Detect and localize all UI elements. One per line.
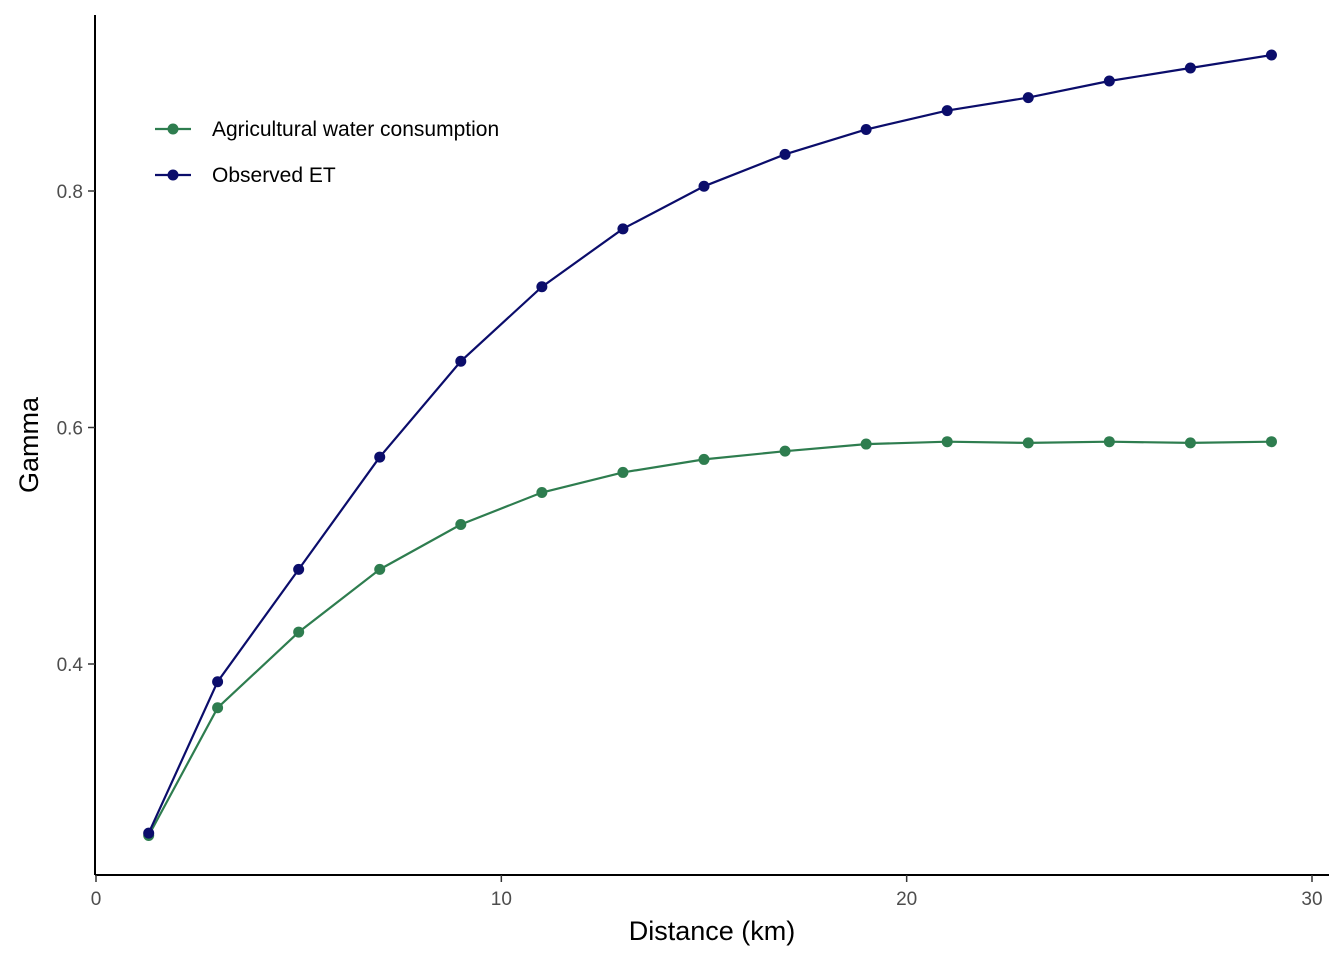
data-point	[1265, 436, 1277, 448]
data-point	[1184, 62, 1196, 74]
data-point	[1022, 437, 1034, 449]
data-point	[617, 466, 629, 478]
data-point	[698, 180, 710, 192]
data-point	[212, 676, 224, 688]
data-point	[860, 438, 872, 450]
data-point	[374, 563, 386, 575]
series-layer	[143, 49, 1277, 841]
data-point	[941, 105, 953, 117]
data-point	[1103, 75, 1115, 87]
data-point	[455, 355, 467, 367]
series-line	[147, 440, 1272, 837]
legend-marker	[167, 123, 179, 135]
data-point	[1022, 92, 1034, 104]
data-point	[1184, 437, 1196, 449]
data-point	[1265, 49, 1277, 61]
data-point	[374, 451, 386, 463]
y-tick-label: 0.4	[57, 655, 84, 676]
series-group	[143, 436, 1277, 841]
data-point	[941, 436, 953, 448]
data-point	[779, 445, 791, 457]
y-tick-label: 0.8	[57, 182, 83, 203]
ticks: 0 10 20 30 0.4 0.6 0.8	[57, 182, 1323, 910]
x-tick-label: 10	[491, 889, 512, 910]
legend-item: Observed ET	[155, 164, 336, 187]
x-tick-label: 20	[896, 889, 917, 910]
data-point	[1103, 436, 1115, 448]
axes	[94, 15, 1329, 876]
legend-label: Agricultural water consumption	[212, 118, 499, 141]
legend: Agricultural water consumption Observed E…	[155, 118, 499, 187]
legend-label: Observed ET	[212, 164, 336, 187]
y-tick-label: 0.6	[57, 419, 83, 440]
legend-marker	[167, 169, 179, 181]
x-axis-title: Distance (km)	[629, 916, 796, 946]
data-point	[536, 281, 548, 293]
data-point	[860, 124, 872, 136]
data-point	[617, 223, 629, 235]
data-point	[293, 563, 305, 575]
y-axis-title: Gamma	[14, 396, 44, 493]
data-point	[536, 487, 548, 499]
data-point	[293, 626, 305, 638]
x-tick-label: 0	[91, 889, 102, 910]
data-point	[455, 518, 467, 530]
legend-item: Agricultural water consumption	[155, 118, 499, 141]
data-point	[698, 453, 710, 465]
data-point	[212, 702, 224, 714]
data-point	[779, 148, 791, 160]
series-group	[143, 49, 1277, 839]
x-tick-label: 30	[1301, 889, 1322, 910]
data-point	[143, 827, 155, 839]
